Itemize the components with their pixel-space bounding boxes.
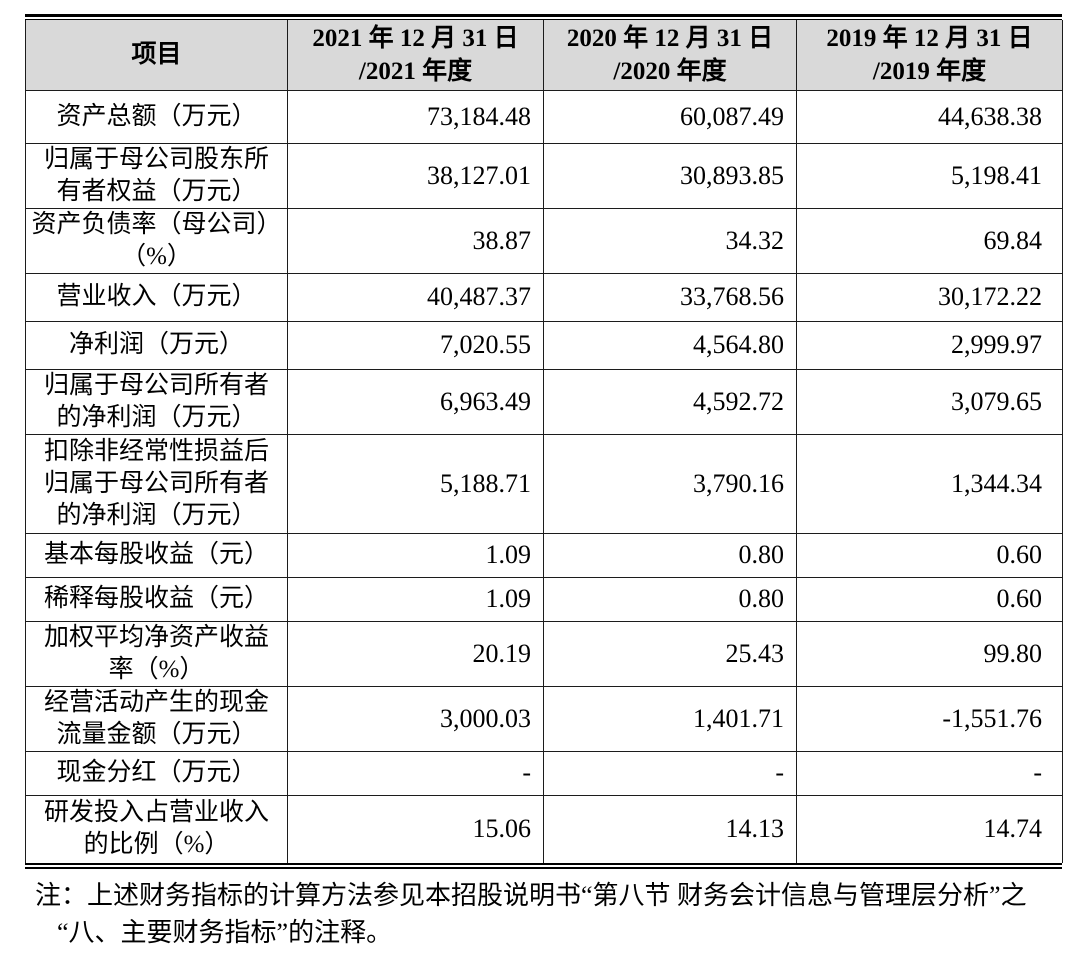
cell-value: 25.43: [543, 620, 797, 686]
table-row: 扣除非经常性损益后 归属于母公司所有者 的净利润（万元） 5,188.71 3,…: [25, 433, 1063, 533]
table-header-row: 项目 2021 年 12 月 31 日 /2021 年度 2020 年 12 月…: [25, 20, 1063, 90]
cell-value: 3,000.03: [287, 685, 544, 751]
row-label: 研发投入占营业收入 的比例（%）: [25, 794, 288, 863]
cell-value: 60,087.49: [543, 89, 797, 143]
row-label: 资产总额（万元）: [25, 89, 288, 143]
row-label: 净利润（万元）: [25, 320, 288, 369]
table-row: 营业收入（万元） 40,487.37 33,768.56 30,172.22: [25, 272, 1063, 321]
table-row: 稀释每股收益（元） 1.09 0.80 0.60: [25, 576, 1063, 621]
row-label: 归属于母公司所有者 的净利润（万元）: [25, 368, 288, 434]
cell-value: -: [287, 750, 544, 795]
cell-value: 44,638.38: [796, 89, 1063, 143]
row-label: 经营活动产生的现金 流量金额（万元）: [25, 685, 288, 751]
cell-value: 33,768.56: [543, 272, 797, 321]
table-row: 研发投入占营业收入 的比例（%） 15.06 14.13 14.74: [25, 794, 1063, 863]
cell-value: 34.32: [543, 207, 797, 273]
footnote-line1: 注：上述财务指标的计算方法参见本招股说明书“第八节 财务会计信息与管理层分析”之: [35, 881, 1027, 910]
cell-value: 1,401.71: [543, 685, 797, 751]
table-row: 基本每股收益（元） 1.09 0.80 0.60: [25, 532, 1063, 577]
row-label: 归属于母公司股东所 有者权益（万元）: [25, 142, 288, 208]
cell-value: -1,551.76: [796, 685, 1063, 751]
cell-value: 69.84: [796, 207, 1063, 273]
cell-value: 38,127.01: [287, 142, 544, 208]
table-row: 加权平均净资产收益 率（%） 20.19 25.43 99.80: [25, 620, 1063, 686]
cell-value: 38.87: [287, 207, 544, 273]
cell-value: 20.19: [287, 620, 544, 686]
cell-value: 0.60: [796, 532, 1063, 577]
table-row: 现金分红（万元） - - -: [25, 750, 1063, 795]
table-row: 资产总额（万元） 73,184.48 60,087.49 44,638.38: [25, 89, 1063, 143]
cell-value: 7,020.55: [287, 320, 544, 369]
cell-value: -: [796, 750, 1063, 795]
cell-value: 0.80: [543, 576, 797, 621]
cell-value: 73,184.48: [287, 89, 544, 143]
cell-value: 15.06: [287, 794, 544, 863]
cell-value: 40,487.37: [287, 272, 544, 321]
table-top-rule: [25, 14, 1062, 20]
table-row: 归属于母公司股东所 有者权益（万元） 38,127.01 30,893.85 5…: [25, 142, 1063, 208]
col-header-2021: 2021 年 12 月 31 日 /2021 年度: [287, 20, 544, 90]
table-row: 资产负债率（母公司） （%） 38.87 34.32 69.84: [25, 207, 1063, 273]
footnote: 注：上述财务指标的计算方法参见本招股说明书“第八节 财务会计信息与管理层分析”之…: [25, 877, 1062, 951]
footnote-line2: “八、主要财务指标”的注释。: [57, 918, 393, 947]
cell-value: 0.60: [796, 576, 1063, 621]
col-header-2020: 2020 年 12 月 31 日 /2020 年度: [543, 20, 797, 90]
row-label: 扣除非经常性损益后 归属于母公司所有者 的净利润（万元）: [25, 433, 288, 533]
cell-value: -: [543, 750, 797, 795]
cell-value: 4,564.80: [543, 320, 797, 369]
cell-value: 30,172.22: [796, 272, 1063, 321]
cell-value: 1.09: [287, 576, 544, 621]
table-row: 归属于母公司所有者 的净利润（万元） 6,963.49 4,592.72 3,0…: [25, 368, 1063, 434]
cell-value: 6,963.49: [287, 368, 544, 434]
cell-value: 99.80: [796, 620, 1063, 686]
cell-value: 3,790.16: [543, 433, 797, 533]
cell-value: 14.13: [543, 794, 797, 863]
table-row: 净利润（万元） 7,020.55 4,564.80 2,999.97: [25, 320, 1063, 369]
cell-value: 3,079.65: [796, 368, 1063, 434]
cell-value: 30,893.85: [543, 142, 797, 208]
row-label: 加权平均净资产收益 率（%）: [25, 620, 288, 686]
row-label: 营业收入（万元）: [25, 272, 288, 321]
cell-value: 14.74: [796, 794, 1063, 863]
row-label: 资产负债率（母公司） （%）: [25, 207, 288, 273]
cell-value: 4,592.72: [543, 368, 797, 434]
financial-indicators-table: 项目 2021 年 12 月 31 日 /2021 年度 2020 年 12 月…: [25, 20, 1063, 863]
cell-value: 5,198.41: [796, 142, 1063, 208]
table-row: 经营活动产生的现金 流量金额（万元） 3,000.03 1,401.71 -1,…: [25, 685, 1063, 751]
cell-value: 1,344.34: [796, 433, 1063, 533]
cell-value: 1.09: [287, 532, 544, 577]
table-bottom-rule: [25, 863, 1062, 869]
cell-value: 0.80: [543, 532, 797, 577]
cell-value: 2,999.97: [796, 320, 1063, 369]
row-label: 稀释每股收益（元）: [25, 576, 288, 621]
row-label: 现金分红（万元）: [25, 750, 288, 795]
row-label: 基本每股收益（元）: [25, 532, 288, 577]
cell-value: 5,188.71: [287, 433, 544, 533]
col-header-item: 项目: [25, 20, 288, 90]
col-header-2019: 2019 年 12 月 31 日 /2019 年度: [796, 20, 1063, 90]
